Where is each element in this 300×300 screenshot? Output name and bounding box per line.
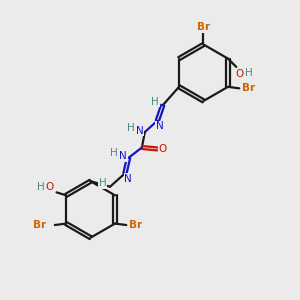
Text: N: N [136, 125, 143, 136]
Text: H: H [37, 182, 45, 192]
Text: H: H [99, 178, 106, 188]
Text: H: H [245, 68, 253, 78]
Text: N: N [119, 152, 127, 161]
Text: Br: Br [242, 83, 255, 93]
Text: H: H [127, 123, 134, 133]
Text: Br: Br [33, 220, 46, 230]
Text: O: O [235, 69, 243, 79]
Text: Br: Br [197, 22, 210, 32]
Text: Br: Br [129, 220, 142, 230]
Text: H: H [152, 97, 159, 107]
Text: N: N [156, 121, 164, 131]
Text: N: N [124, 174, 132, 184]
Text: O: O [46, 182, 54, 192]
Text: H: H [110, 148, 118, 158]
Text: O: O [159, 144, 167, 154]
